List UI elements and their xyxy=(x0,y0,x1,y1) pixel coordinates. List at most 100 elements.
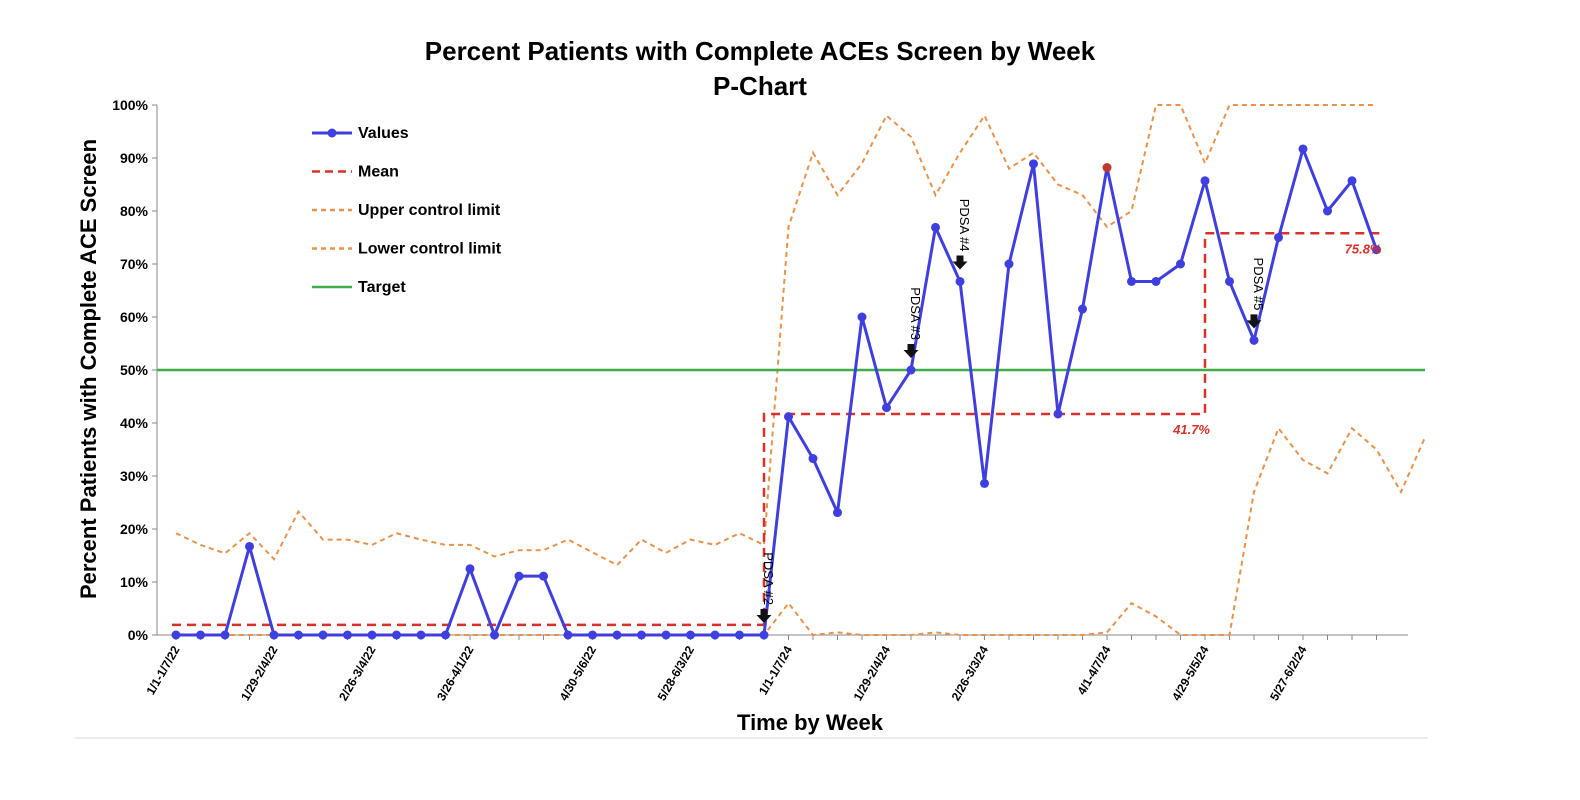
mean-line-path xyxy=(172,232,1381,627)
data-point xyxy=(735,630,744,640)
data-point xyxy=(1200,176,1210,186)
data-point xyxy=(343,630,352,640)
x-tick-label: 4/29-5/5/24 xyxy=(1169,643,1212,703)
pdsa-label: PDSA #5 xyxy=(1251,258,1266,311)
x-tick-label: 1/1-1/7/24 xyxy=(756,643,795,697)
data-point xyxy=(1372,245,1381,255)
data-point xyxy=(833,508,842,518)
data-point xyxy=(588,630,597,640)
y-tick-label: 90% xyxy=(120,150,149,166)
data-point xyxy=(906,365,916,375)
values-series xyxy=(171,144,1381,640)
data-point xyxy=(1127,276,1136,286)
mean-value-label: 75.8% xyxy=(1345,241,1382,256)
data-point xyxy=(220,630,230,640)
data-point xyxy=(710,630,720,640)
data-point xyxy=(1151,276,1161,286)
legend-label: Upper control limit xyxy=(358,202,501,219)
chart-title-line1: Percent Patients with Complete ACEs Scre… xyxy=(425,36,1096,66)
arrow-down-icon xyxy=(903,344,919,358)
arrow-down-icon xyxy=(756,609,772,623)
data-point xyxy=(318,630,328,640)
data-point xyxy=(1249,335,1259,345)
data-point xyxy=(1053,409,1063,419)
x-tick-label: 2/26-3/4/22 xyxy=(336,643,379,703)
y-tick-label: 20% xyxy=(120,521,149,537)
data-point xyxy=(367,630,377,640)
arrow-down-icon xyxy=(1246,314,1262,329)
highlighted-data-point xyxy=(1102,163,1112,173)
x-tick-label: 1/1-1/7/22 xyxy=(143,643,182,697)
data-point xyxy=(490,630,499,640)
mean-line xyxy=(172,232,1381,627)
y-tick-label: 80% xyxy=(120,203,149,219)
upper-control-limit-line xyxy=(175,104,1377,567)
y-tick-label: 30% xyxy=(120,468,149,484)
pdsa-annotations: PDSA #2 PDSA #3 PDSA #4 PDSA #5 41.7% 75.8% xyxy=(756,199,1382,623)
data-point xyxy=(269,630,279,640)
y-axis-title: Percent Patients with Complete ACE Scree… xyxy=(76,139,101,599)
legend-label: Lower control limit xyxy=(358,241,502,258)
lower-control-limit-line xyxy=(176,426,1427,637)
x-tick-label: 4/1-4/7/24 xyxy=(1074,643,1113,697)
mean-value-label: 41.7% xyxy=(1172,422,1210,437)
pdsa-label: PDSA #2 xyxy=(761,552,776,605)
data-point xyxy=(661,630,671,640)
x-axis-title: Time by Week xyxy=(737,710,884,735)
data-point xyxy=(637,630,646,640)
data-point xyxy=(612,630,622,640)
pdsa-label: PDSA #3 xyxy=(908,287,923,340)
x-tick-label: 1/29-2/4/24 xyxy=(851,643,894,703)
data-point xyxy=(686,630,695,640)
data-point xyxy=(441,630,450,640)
data-point xyxy=(1347,176,1357,186)
x-tick-label: 1/29-2/4/22 xyxy=(238,643,281,703)
chart-title: Percent Patients with Complete ACEs Scre… xyxy=(425,36,1096,101)
data-point xyxy=(392,630,401,640)
data-point xyxy=(465,564,475,574)
y-tick-label: 40% xyxy=(120,415,149,431)
legend-label: Values xyxy=(358,125,409,142)
data-point xyxy=(416,630,426,640)
x-tick-label: 4/30-5/6/22 xyxy=(557,643,600,703)
data-point xyxy=(1078,304,1087,314)
chart-subtitle: P-Chart xyxy=(713,71,807,101)
legend-label: Mean xyxy=(358,164,399,181)
y-tick-label: 70% xyxy=(120,256,149,272)
data-point xyxy=(563,630,573,640)
data-point xyxy=(1298,144,1308,154)
data-point xyxy=(1323,206,1332,216)
data-point xyxy=(514,571,524,581)
data-point xyxy=(784,412,793,422)
data-point xyxy=(857,312,867,322)
data-point xyxy=(1029,159,1038,169)
legend-marker xyxy=(327,128,337,138)
arrow-down-icon xyxy=(952,255,968,270)
data-point xyxy=(539,571,548,581)
data-point xyxy=(245,541,254,551)
x-tick-label: 2/26-3/3/24 xyxy=(949,643,992,703)
x-tick-label: 5/28-6/3/22 xyxy=(655,643,698,703)
data-point xyxy=(294,630,303,640)
data-point xyxy=(171,630,181,640)
pdsa-label: PDSA #4 xyxy=(957,199,972,252)
data-point xyxy=(980,478,989,488)
legend-label: Target xyxy=(358,279,406,296)
data-point xyxy=(759,630,769,640)
y-tick-label: 60% xyxy=(120,309,149,325)
data-point xyxy=(1274,233,1283,242)
x-tick-label: 3/26-4/1/22 xyxy=(434,643,477,703)
data-point xyxy=(931,222,940,232)
y-tick-label: 10% xyxy=(120,574,149,590)
y-tick-label: 100% xyxy=(112,97,148,113)
legend: Values Mean Upper control limit Lower contr… xyxy=(312,125,502,296)
data-point xyxy=(882,403,891,413)
y-tick-label: 0% xyxy=(128,627,149,643)
axes: 0% 10% 20% 30% 40% 50% 60% 70% 80% 90% 100% 1/1-1/7… xyxy=(112,97,1408,703)
data-point xyxy=(196,630,205,640)
data-point xyxy=(808,454,818,464)
y-tick-label: 50% xyxy=(120,362,149,378)
data-point xyxy=(1225,276,1234,286)
data-point xyxy=(955,276,965,286)
